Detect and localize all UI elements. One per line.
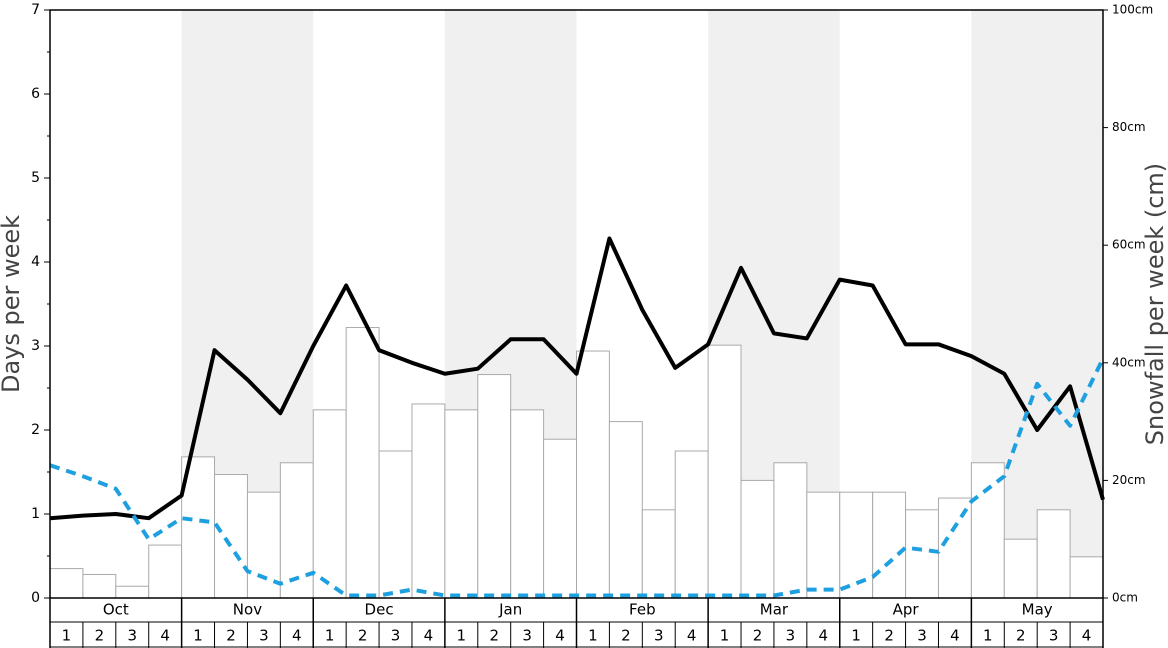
week-label: 1 (720, 627, 730, 645)
week-label: 1 (325, 627, 335, 645)
bar (1003, 538, 1038, 599)
week-label: 4 (687, 627, 697, 645)
week-label: 2 (358, 627, 368, 645)
bar (214, 474, 248, 599)
week-label: 3 (786, 627, 796, 645)
week-label: 3 (391, 627, 401, 645)
week-label: 2 (1016, 627, 1026, 645)
bar (1069, 556, 1104, 599)
bar (148, 544, 183, 599)
y2-tick-label: 100cm (1112, 3, 1153, 17)
bar (477, 374, 512, 599)
y-tick-label: 5 (31, 170, 40, 186)
week-label: 3 (917, 627, 927, 645)
week-label: 2 (621, 627, 631, 645)
week-label: 4 (424, 627, 434, 645)
week-label: 3 (522, 627, 532, 645)
week-label: 1 (457, 627, 467, 645)
week-label: 4 (555, 627, 565, 645)
y2-tick-label: 80cm (1112, 120, 1146, 134)
bar (641, 509, 676, 599)
bar (970, 462, 1005, 599)
week-label: 3 (1049, 627, 1059, 645)
bar (82, 573, 117, 599)
week-label: 1 (851, 627, 861, 645)
bar (510, 409, 545, 599)
bar (345, 327, 380, 599)
week-label: 1 (193, 627, 203, 645)
week-label: 2 (226, 627, 236, 645)
bar (444, 409, 479, 599)
week-label: 1 (588, 627, 598, 645)
y2-tick-label: 0cm (1112, 591, 1138, 605)
bar (115, 585, 150, 599)
bar (181, 456, 216, 599)
bar (839, 491, 874, 599)
week-label: 1 (983, 627, 993, 645)
month-label: Apr (893, 601, 920, 619)
week-label: 3 (127, 627, 137, 645)
week-label: 4 (819, 627, 829, 645)
y-tick-label: 6 (31, 86, 40, 102)
bar (905, 509, 939, 599)
week-label: 1 (62, 627, 72, 645)
y-tick-label: 0 (31, 590, 40, 606)
y-tick-label: 1 (31, 506, 40, 522)
month-label: Feb (629, 601, 656, 619)
month-label: Mar (760, 601, 789, 619)
y-axis-title: Days per week (0, 215, 25, 393)
bar (411, 403, 446, 599)
week-label: 2 (489, 627, 499, 645)
bar (312, 409, 347, 599)
week-label: 3 (259, 627, 269, 645)
y2-tick-label: 20cm (1112, 473, 1146, 487)
bar (773, 462, 808, 599)
y2-tick-label: 40cm (1112, 355, 1146, 369)
week-label: 2 (753, 627, 763, 645)
line (49, 236, 1105, 521)
week-label: 4 (1082, 627, 1092, 645)
y-tick-label: 4 (31, 254, 40, 270)
month-label: Nov (233, 601, 262, 619)
month-label: Jan (498, 601, 522, 619)
week-label: 2 (884, 627, 894, 645)
week-label: 3 (654, 627, 664, 645)
month-label: May (1022, 601, 1053, 619)
bar (674, 450, 709, 599)
y-tick-label: 3 (31, 338, 40, 354)
bar (543, 438, 577, 599)
bar (576, 350, 610, 599)
week-label: 4 (160, 627, 170, 645)
bar (740, 479, 775, 599)
bar (806, 491, 841, 599)
week-label: 4 (950, 627, 960, 645)
y-tick-label: 7 (31, 2, 40, 18)
y-tick-label: 2 (31, 422, 40, 438)
month-label: Oct (103, 601, 129, 619)
bar (608, 421, 643, 599)
bar (378, 450, 413, 599)
bar (49, 568, 84, 599)
month-label: Dec (365, 601, 394, 619)
y2-axis-title: Snowfall per week (cm) (1141, 163, 1168, 445)
bar (1036, 509, 1071, 599)
bar (872, 491, 907, 599)
bar (707, 344, 742, 599)
bar (937, 497, 972, 599)
week-label: 4 (292, 627, 302, 645)
week-label: 2 (95, 627, 105, 645)
y2-tick-label: 60cm (1112, 238, 1146, 252)
line (49, 357, 1105, 598)
